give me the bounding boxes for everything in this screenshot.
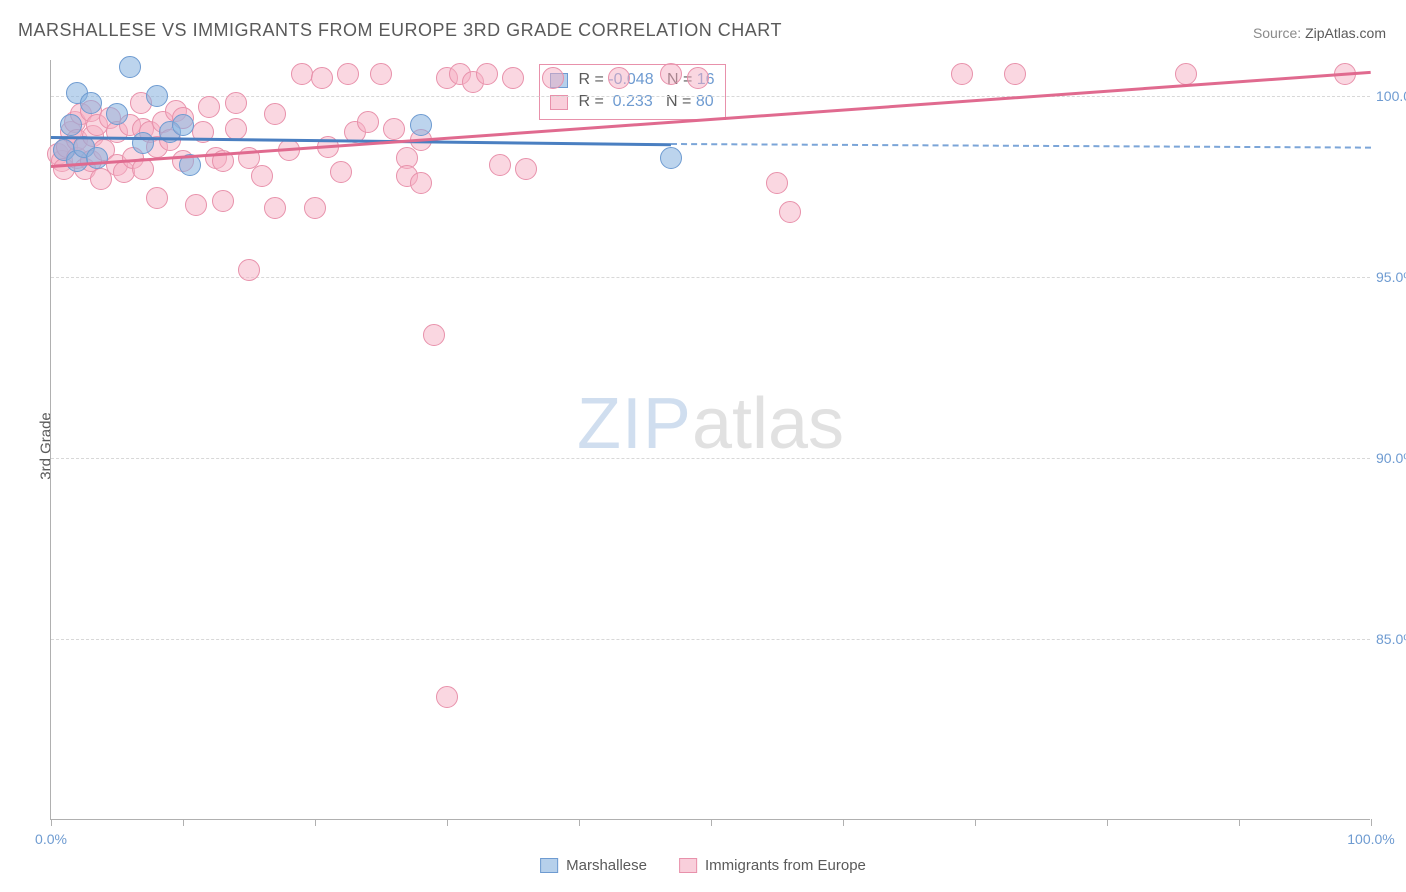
y-tick-label: 100.0% <box>1376 88 1406 104</box>
data-point <box>383 118 405 140</box>
data-point <box>251 165 273 187</box>
x-tick <box>711 819 712 826</box>
watermark-atlas: atlas <box>692 384 844 464</box>
legend-label-immigrants: Immigrants from Europe <box>705 857 866 874</box>
watermark-zip: ZIP <box>577 384 692 464</box>
data-point <box>212 190 234 212</box>
data-point <box>766 172 788 194</box>
x-tick <box>51 819 52 826</box>
x-tick <box>843 819 844 826</box>
x-tick <box>1239 819 1240 826</box>
legend-label-marshallese: Marshallese <box>566 857 647 874</box>
data-point <box>146 187 168 209</box>
data-point <box>357 111 379 133</box>
data-point <box>410 114 432 136</box>
data-point <box>304 197 326 219</box>
data-point <box>198 96 220 118</box>
data-point <box>489 154 511 176</box>
data-point <box>476 63 498 85</box>
gridline-h <box>51 96 1370 97</box>
data-point <box>1175 63 1197 85</box>
data-point <box>951 63 973 85</box>
data-point <box>370 63 392 85</box>
source-value: ZipAtlas.com <box>1305 25 1386 41</box>
legend-stat-row: R = 0.233 N = 80 <box>550 91 715 113</box>
data-point <box>238 259 260 281</box>
data-point <box>1004 63 1026 85</box>
y-tick-label: 85.0% <box>1376 631 1406 647</box>
legend-item-marshallese: Marshallese <box>540 857 647 874</box>
legend-swatch-pink <box>679 858 697 873</box>
x-tick <box>183 819 184 826</box>
data-point <box>608 67 630 89</box>
x-tick <box>447 819 448 826</box>
data-point <box>660 147 682 169</box>
data-point <box>291 63 313 85</box>
data-point <box>264 197 286 219</box>
data-point <box>337 63 359 85</box>
y-tick-label: 90.0% <box>1376 450 1406 466</box>
data-point <box>119 56 141 78</box>
data-point <box>687 67 709 89</box>
legend-item-immigrants: Immigrants from Europe <box>679 857 866 874</box>
trend-line <box>671 143 1371 149</box>
data-point <box>185 194 207 216</box>
data-point <box>172 114 194 136</box>
data-point <box>311 67 333 89</box>
watermark: ZIPatlas <box>577 383 844 465</box>
data-point <box>515 158 537 180</box>
data-point <box>423 324 445 346</box>
data-point <box>264 103 286 125</box>
data-point <box>146 85 168 107</box>
x-tick <box>1107 819 1108 826</box>
data-point <box>80 92 102 114</box>
data-point <box>132 132 154 154</box>
x-tick-label: 0.0% <box>35 831 67 847</box>
data-point <box>410 172 432 194</box>
bottom-legend: Marshallese Immigrants from Europe <box>540 857 866 874</box>
data-point <box>60 114 82 136</box>
data-point <box>225 92 247 114</box>
data-point <box>660 63 682 85</box>
legend-stat-text: R = 0.233 N = 80 <box>574 91 714 113</box>
y-tick-label: 95.0% <box>1376 269 1406 285</box>
x-tick <box>315 819 316 826</box>
x-tick <box>1371 819 1372 826</box>
x-tick <box>579 819 580 826</box>
gridline-h <box>51 458 1370 459</box>
data-point <box>542 67 564 89</box>
plot-area: ZIPatlas R = -0.048 N = 16 R = 0.233 N =… <box>50 60 1370 820</box>
x-tick <box>975 819 976 826</box>
data-point <box>225 118 247 140</box>
chart-title: MARSHALLESE VS IMMIGRANTS FROM EUROPE 3R… <box>18 20 782 41</box>
data-point <box>779 201 801 223</box>
data-point <box>106 103 128 125</box>
data-point <box>502 67 524 89</box>
source-label: Source: <box>1253 25 1305 41</box>
data-point <box>436 686 458 708</box>
data-point <box>86 147 108 169</box>
source-credit: Source: ZipAtlas.com <box>1253 25 1386 41</box>
x-tick-label: 100.0% <box>1347 831 1394 847</box>
legend-swatch-blue <box>540 858 558 873</box>
data-point <box>330 161 352 183</box>
gridline-h <box>51 639 1370 640</box>
